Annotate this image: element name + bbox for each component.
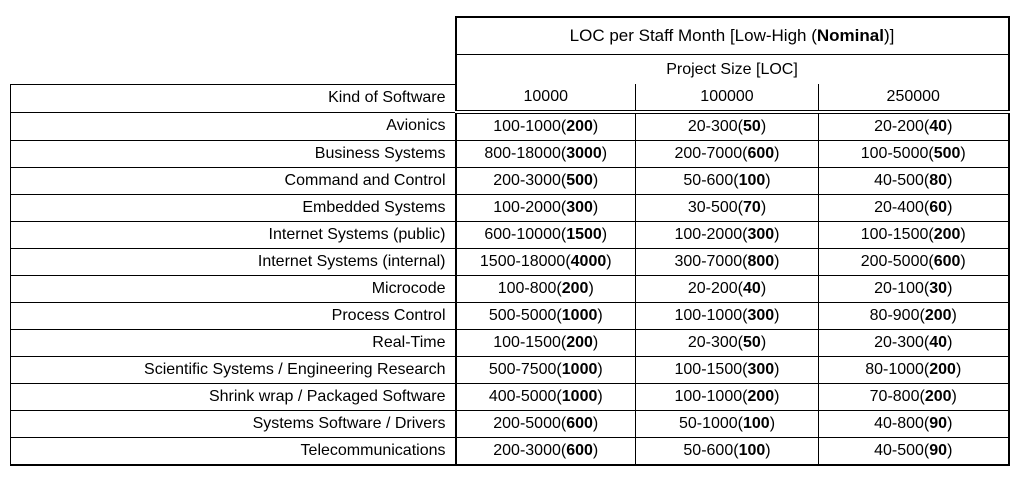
row-label: Business Systems xyxy=(10,140,456,168)
data-cell: 50-1000(100) xyxy=(635,410,819,438)
table-row: Systems Software / Drivers 200-5000(600)… xyxy=(10,410,1010,438)
size-column-10000: 10000 xyxy=(454,84,636,114)
data-cell: 80-1000(200) xyxy=(818,356,1010,384)
row-label: Internet Systems (public) xyxy=(10,221,456,249)
table-row: Shrink wrap / Packaged Software 400-5000… xyxy=(10,383,1010,411)
project-size-header: Project Size [LOC] xyxy=(454,54,1010,84)
loc-per-staff-month-table: LOC per Staff Month [Low-High (Nominal)]… xyxy=(10,16,1010,466)
data-cell: 600-10000(1500) xyxy=(454,221,636,249)
data-cell: 200-5000(600) xyxy=(818,248,1010,276)
row-label: Real-Time xyxy=(10,329,456,357)
data-cell: 30-500(70) xyxy=(635,194,819,222)
row-label: Scientific Systems / Engineering Researc… xyxy=(10,356,456,384)
row-label: Process Control xyxy=(10,302,456,330)
data-cell: 20-100(30) xyxy=(818,275,1010,303)
data-cell: 100-2000(300) xyxy=(454,194,636,222)
row-label: Command and Control xyxy=(10,167,456,195)
title-row: LOC per Staff Month [Low-High (Nominal)] xyxy=(11,16,1010,55)
data-cell: 200-3000(500) xyxy=(454,167,636,195)
data-cell: 300-7000(800) xyxy=(635,248,819,276)
row-label: Microcode xyxy=(10,275,456,303)
table-row: Process Control 500-5000(1000) 100-1000(… xyxy=(10,302,1010,330)
data-cell: 40-500(80) xyxy=(818,167,1010,195)
data-cell: 100-2000(300) xyxy=(635,221,819,249)
data-cell: 100-1500(200) xyxy=(454,329,636,357)
row-label: Shrink wrap / Packaged Software xyxy=(10,383,456,411)
data-cell: 50-600(100) xyxy=(635,437,819,466)
data-cell: 800-18000(3000) xyxy=(454,140,636,168)
data-cell: 200-7000(600) xyxy=(635,140,819,168)
row-label: Internet Systems (internal) xyxy=(10,248,456,276)
column-header-row: Kind of Software 10000 100000 250000 xyxy=(10,83,1010,114)
table-row: Scientific Systems / Engineering Researc… xyxy=(10,356,1010,384)
data-cell: 40-800(90) xyxy=(818,410,1010,438)
kind-of-software-header: Kind of Software xyxy=(10,83,456,113)
data-cell: 20-200(40) xyxy=(818,112,1010,141)
table-title: LOC per Staff Month [Low-High (Nominal)] xyxy=(454,16,1010,55)
spacer-cell xyxy=(11,17,456,55)
title-bold: Nominal xyxy=(816,26,884,45)
row-label: Avionics xyxy=(10,112,456,141)
data-cell: 100-1000(300) xyxy=(635,302,819,330)
spacer-cell xyxy=(11,55,456,85)
table-row: Internet Systems (public) 600-10000(1500… xyxy=(10,221,1010,249)
data-cell: 100-1500(300) xyxy=(635,356,819,384)
data-cell: 500-7500(1000) xyxy=(454,356,636,384)
data-cell: 20-200(40) xyxy=(635,275,819,303)
size-column-250000: 250000 xyxy=(818,84,1010,114)
row-label: Telecommunications xyxy=(10,437,456,466)
title-suffix: )] xyxy=(883,26,895,45)
data-cell: 400-5000(1000) xyxy=(454,383,636,411)
data-cell: 40-500(90) xyxy=(818,437,1010,466)
title-text: LOC per Staff Month [Low-High ( xyxy=(569,26,817,45)
subtitle-row: Project Size [LOC] xyxy=(11,54,1010,85)
table-row: Business Systems 800-18000(3000) 200-700… xyxy=(10,140,1010,168)
data-cell: 500-5000(1000) xyxy=(454,302,636,330)
data-cell: 100-1000(200) xyxy=(635,383,819,411)
data-cell: 200-3000(600) xyxy=(454,437,636,466)
row-label: Systems Software / Drivers xyxy=(10,410,456,438)
data-cell: 80-900(200) xyxy=(818,302,1010,330)
data-cell: 100-1000(200) xyxy=(454,112,636,141)
data-cell: 20-300(50) xyxy=(635,112,819,141)
table-row: Real-Time 100-1500(200) 20-300(50) 20-30… xyxy=(10,329,1010,357)
data-cell: 200-5000(600) xyxy=(454,410,636,438)
table-row: Command and Control 200-3000(500) 50-600… xyxy=(10,167,1010,195)
table-row: Embedded Systems 100-2000(300) 30-500(70… xyxy=(10,194,1010,222)
size-column-100000: 100000 xyxy=(635,84,819,114)
data-cell: 100-800(200) xyxy=(454,275,636,303)
row-label: Embedded Systems xyxy=(10,194,456,222)
table-row: Microcode 100-800(200) 20-200(40) 20-100… xyxy=(10,275,1010,303)
data-cell: 50-600(100) xyxy=(635,167,819,195)
data-cell: 20-300(50) xyxy=(635,329,819,357)
data-cell: 100-1500(200) xyxy=(818,221,1010,249)
data-cell: 20-300(40) xyxy=(818,329,1010,357)
table-row: Telecommunications 200-3000(600) 50-600(… xyxy=(10,437,1010,466)
data-cell: 20-400(60) xyxy=(818,194,1010,222)
table-row: Internet Systems (internal) 1500-18000(4… xyxy=(10,248,1010,276)
data-cell: 1500-18000(4000) xyxy=(454,248,636,276)
table-row: Avionics 100-1000(200) 20-300(50) 20-200… xyxy=(10,112,1010,141)
data-cell: 100-5000(500) xyxy=(818,140,1010,168)
data-cell: 70-800(200) xyxy=(818,383,1010,411)
